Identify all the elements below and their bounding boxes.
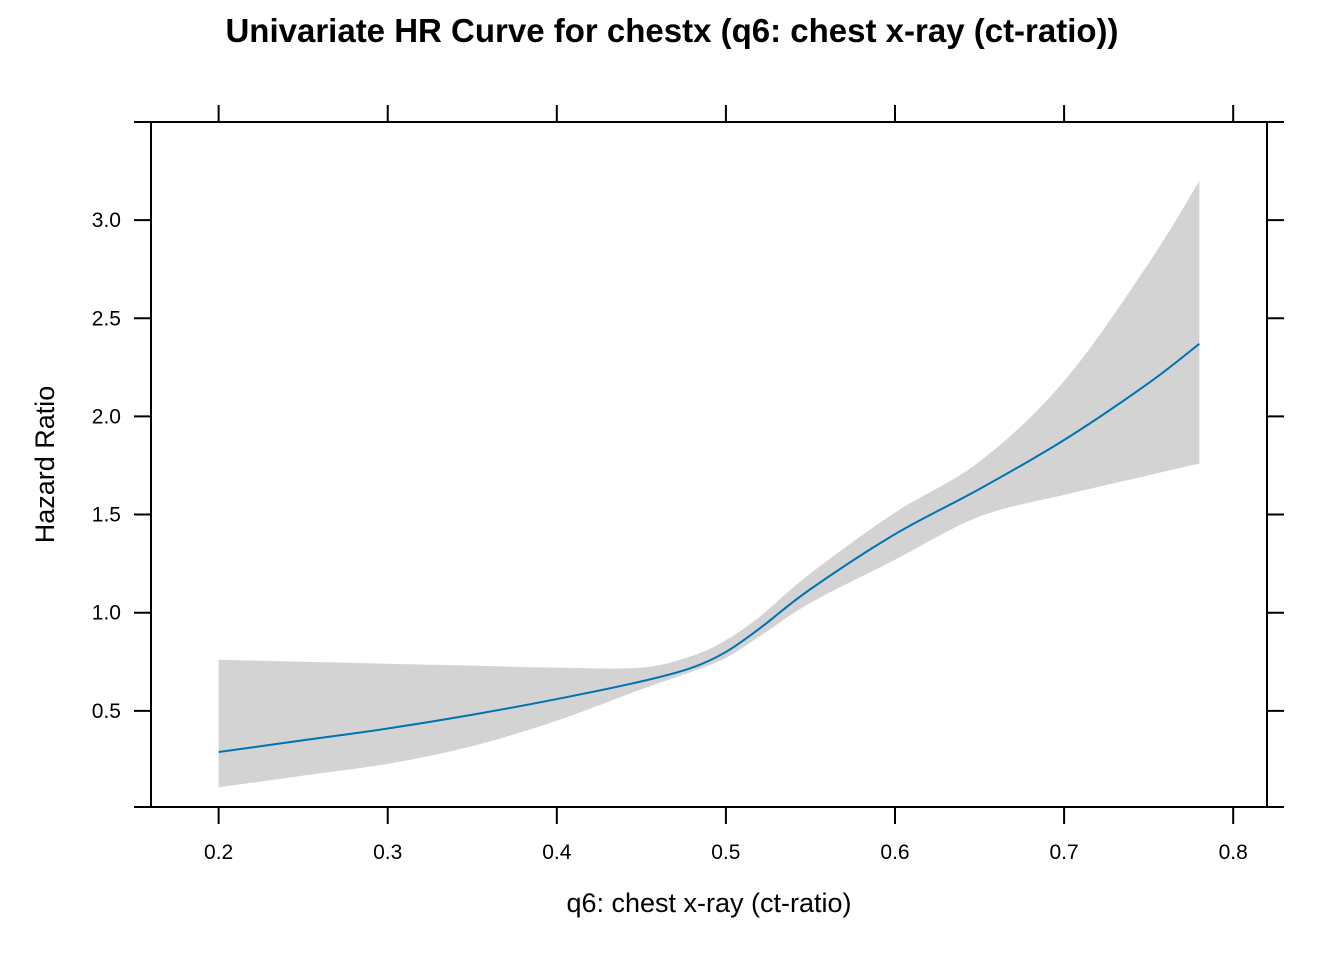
hr-curve-layer xyxy=(218,342,1200,754)
x-tick-label: 0.6 xyxy=(880,841,909,864)
y-tick-label: 0.5 xyxy=(92,700,121,723)
x-tick-label: 0.7 xyxy=(1049,841,1078,864)
plot-frame xyxy=(150,121,1268,808)
y-tick-label: 2.5 xyxy=(92,307,121,330)
x-axis-label: q6: chest x-ray (ct-ratio) xyxy=(566,888,851,918)
x-tick-label: 0.2 xyxy=(204,841,233,864)
hr-curve-line xyxy=(218,342,1200,754)
y-tick-label: 3.0 xyxy=(92,209,121,232)
x-tick-label: 0.8 xyxy=(1219,841,1248,864)
y-tick-label: 1.0 xyxy=(92,602,121,625)
y-tick-label: 1.5 xyxy=(92,504,121,527)
axis-ticks-layer: 0.2 0.3 0.4 0.5 0.6 0.7 0.8 0.5 1.0 1.5 2.0 2.5 3.0 xyxy=(92,105,1284,864)
chart-title: Univariate HR Curve for chestx (q6: ches… xyxy=(225,12,1119,49)
y-tick-label: 2.0 xyxy=(92,405,121,428)
x-tick-label: 0.3 xyxy=(373,841,402,864)
confidence-band xyxy=(218,180,1200,788)
confidence-band-layer xyxy=(218,180,1200,788)
x-tick-label: 0.4 xyxy=(542,841,572,864)
y-axis-label: Hazard Ratio xyxy=(30,386,60,544)
x-tick-label: 0.5 xyxy=(711,841,740,864)
